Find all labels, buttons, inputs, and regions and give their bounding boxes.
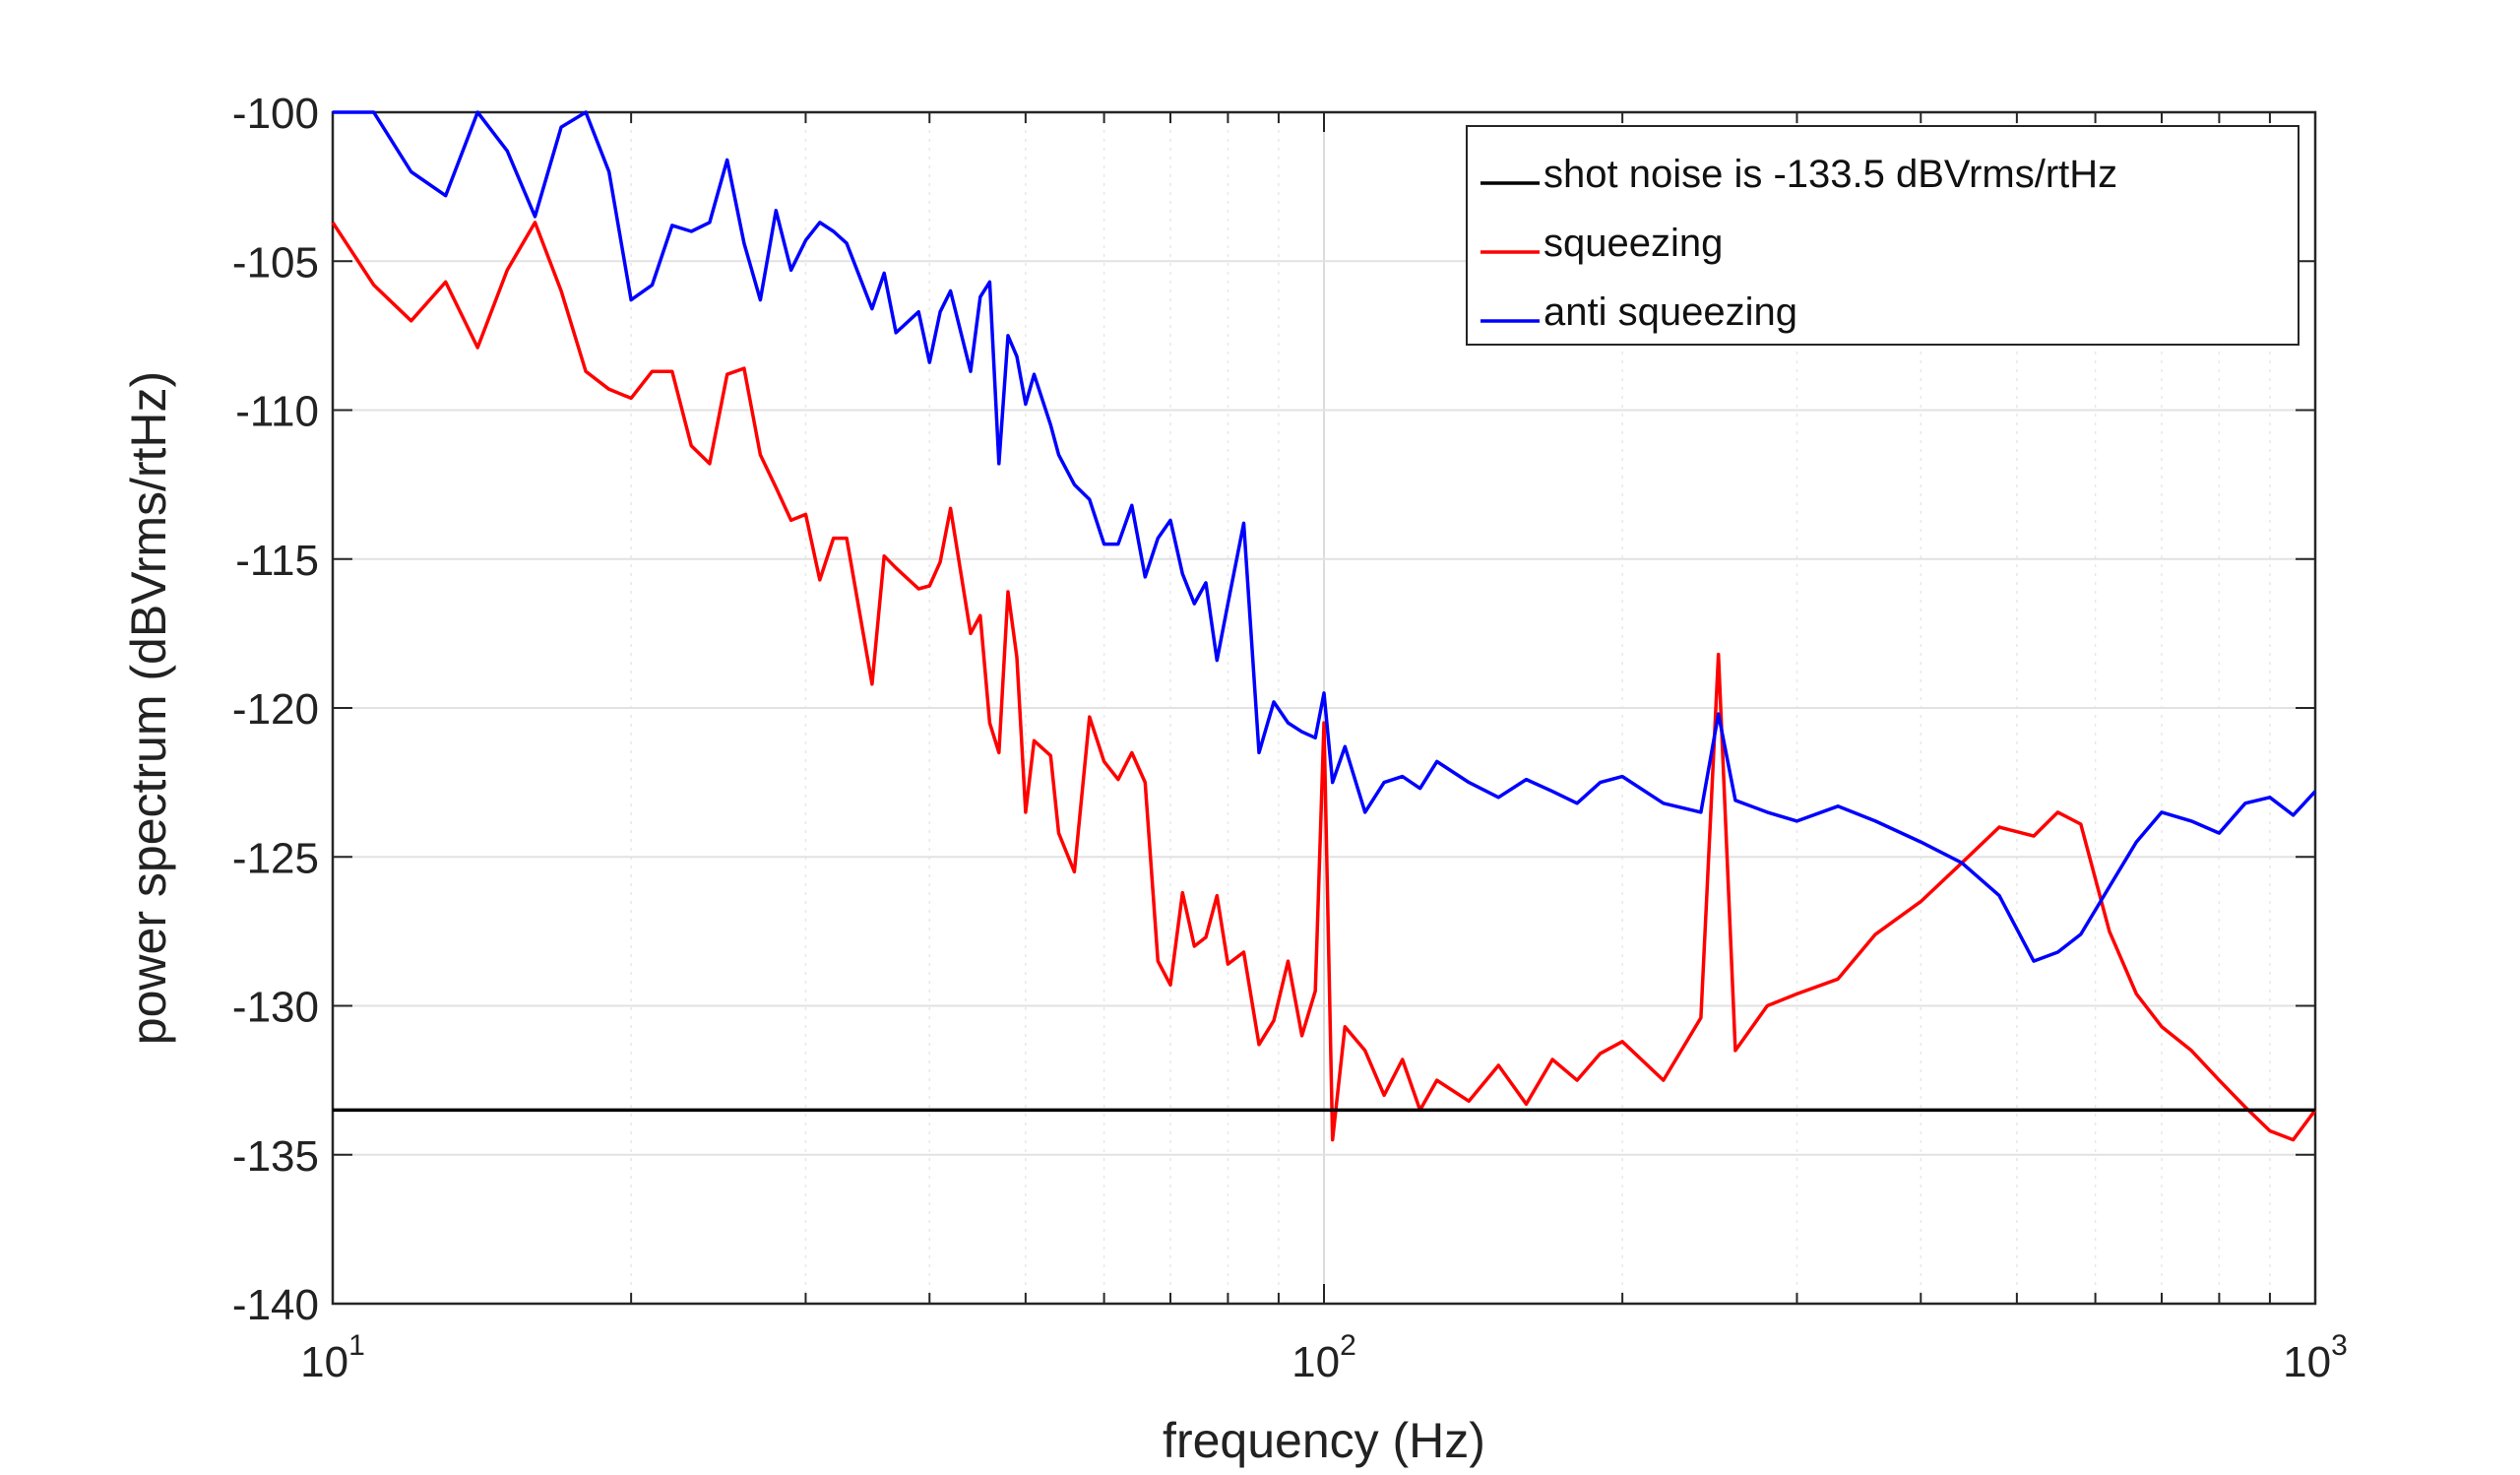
legend-entry: anti squeezing [1544, 290, 1797, 334]
y-tick-label: -110 [235, 388, 319, 436]
y-tick-label: -120 [232, 685, 319, 734]
x-tick-exponent: 1 [348, 1329, 365, 1362]
series-lines [331, 110, 2317, 1142]
x-tick-exponent: 2 [1340, 1329, 1356, 1362]
legend: shot noise is -133.5 dBVrms/rtHz squeezin… [1466, 125, 2300, 346]
y-tick-label: -130 [232, 984, 319, 1032]
y-axis-label: power spectrum (dBVrms/rtHz) [121, 371, 176, 1045]
x-axis-label: frequency (Hz) [1163, 1413, 1485, 1468]
x-tick-label: 103 [2283, 1329, 2348, 1386]
legend-entry: shot noise is -133.5 dBVrms/rtHz [1544, 153, 2117, 196]
y-tick-label: -115 [235, 537, 319, 585]
x-tick-base: 10 [1292, 1338, 1340, 1386]
x-tick-label: 101 [300, 1329, 365, 1386]
axis-ticks [332, 111, 2316, 1305]
y-tick-label: -135 [232, 1132, 319, 1181]
y-tick-label: -140 [232, 1281, 319, 1329]
y-tick-label: -125 [232, 834, 319, 882]
x-tick-exponent: 3 [2331, 1329, 2348, 1362]
y-tick-label: -105 [232, 238, 319, 287]
series-line-2 [333, 110, 2317, 963]
x-tick-base: 10 [2283, 1338, 2331, 1386]
series-line-1 [331, 221, 2317, 1142]
x-tick-label: 102 [1292, 1329, 1356, 1386]
legend-box [1466, 125, 2300, 346]
y-tick-label: -100 [232, 90, 319, 138]
x-tick-base: 10 [300, 1338, 348, 1386]
legend-entry: squeezing [1544, 222, 1723, 265]
